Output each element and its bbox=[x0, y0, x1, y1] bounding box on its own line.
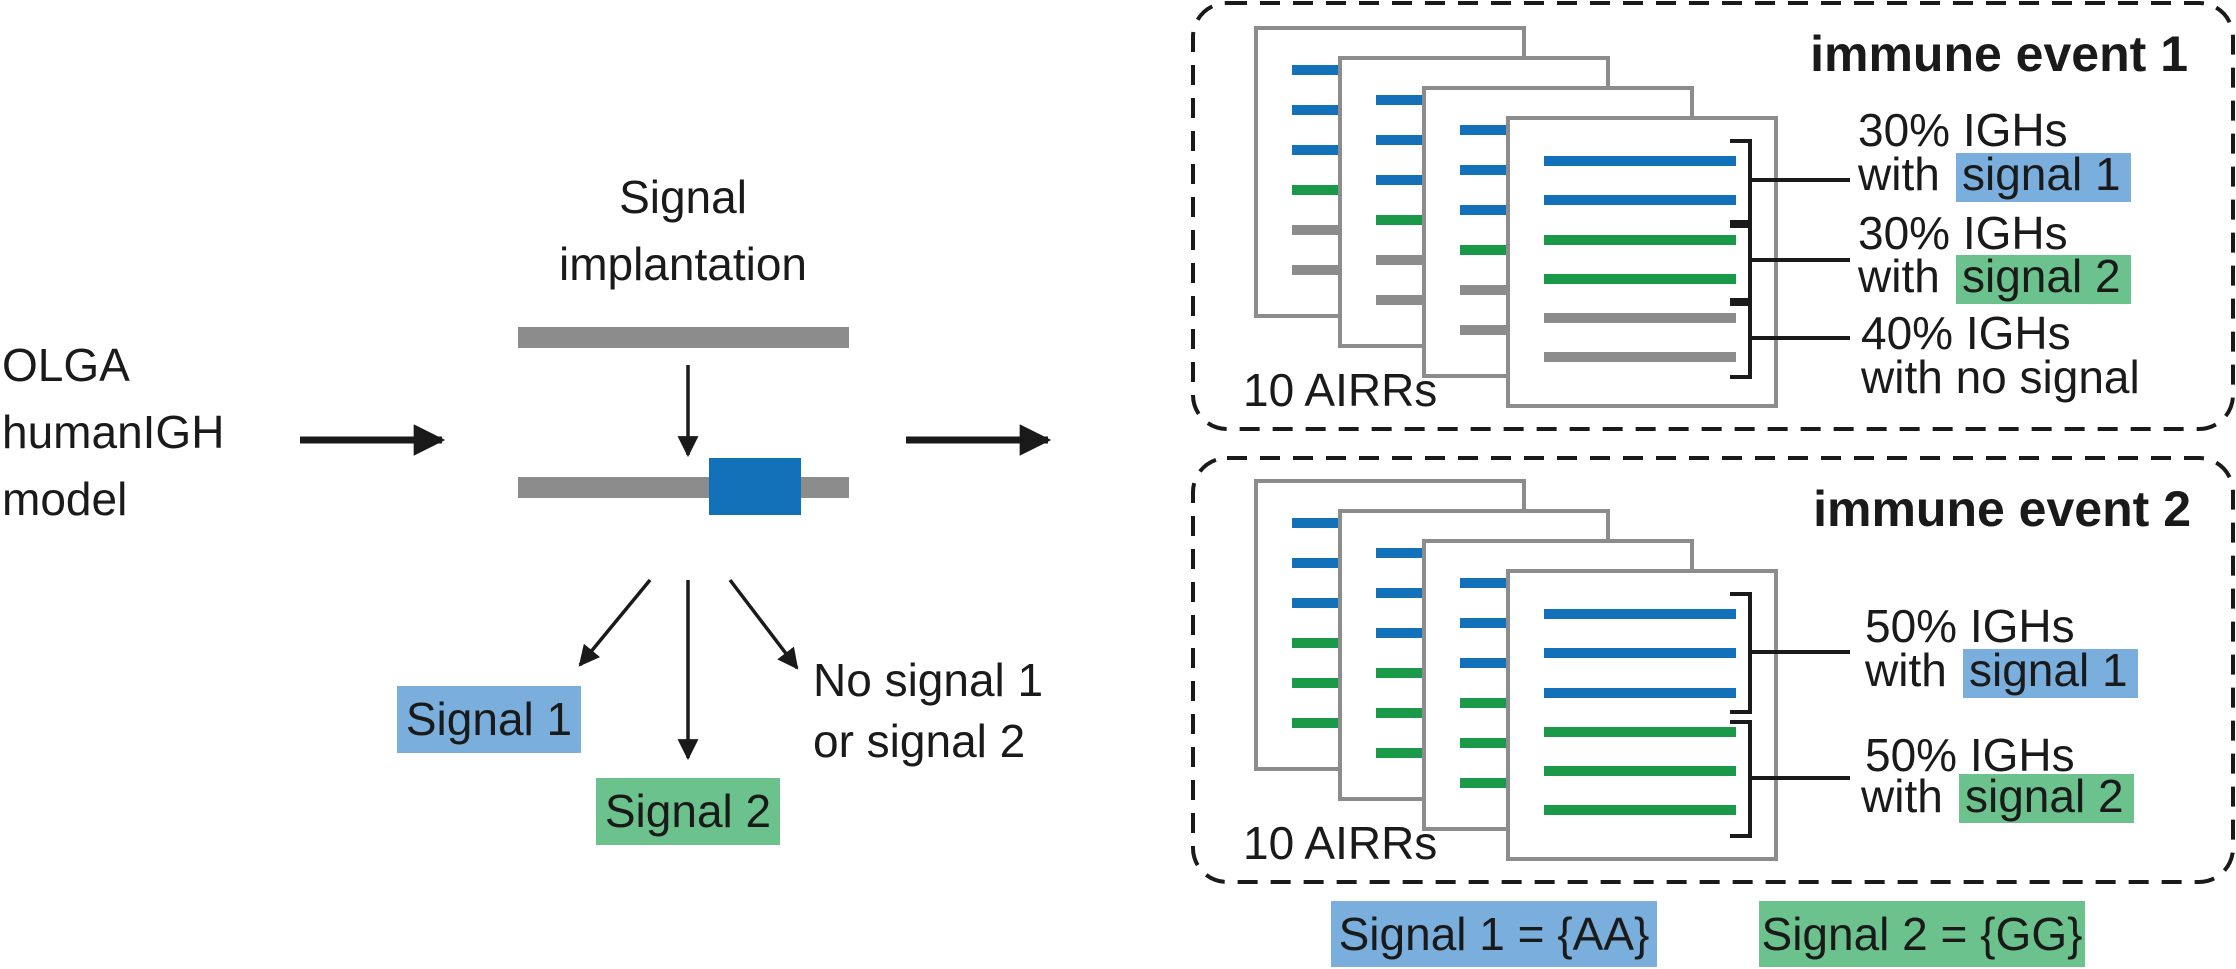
signal1-tag-label: signal 1 bbox=[1969, 644, 2128, 696]
repertoire-stack-1 bbox=[1254, 26, 1778, 408]
legend-signal2-box bbox=[1759, 901, 2085, 967]
sequence-bar bbox=[518, 327, 849, 348]
signal2-tag-label: signal 2 bbox=[1962, 250, 2121, 302]
signal2-outcome-label: Signal 2 bbox=[605, 785, 771, 837]
implantation-title-line1: Signal bbox=[619, 171, 747, 223]
model-line: model bbox=[2, 473, 127, 525]
repertoire-stack-2 bbox=[1254, 479, 1778, 861]
implanted-signal-block bbox=[709, 458, 801, 515]
implantation-title-line2: implantation bbox=[559, 238, 807, 290]
signal-legend: Signal 1 = {AA} Signal 2 = {GG} bbox=[1331, 901, 2085, 967]
humanigh-line: humanIGH bbox=[2, 406, 224, 458]
group-percent: 30% IGHs bbox=[1858, 207, 2068, 259]
immune-event-2-title: immune event 2 bbox=[1813, 481, 2191, 537]
group-with: with bbox=[1857, 250, 1940, 302]
group-percent: 30% IGHs bbox=[1858, 104, 2068, 156]
group-label-signal1: 50% IGHs with signal 1 bbox=[1864, 600, 2138, 698]
immune-event-2-frame bbox=[1191, 456, 2235, 884]
group-percent: 50% IGHs bbox=[1865, 729, 2075, 781]
signal1-tag-label: signal 1 bbox=[1962, 148, 2121, 200]
split-arrow-left bbox=[578, 578, 652, 667]
group-percent: 50% IGHs bbox=[1865, 600, 2075, 652]
immune-event-2: immune event 2 bbox=[1191, 456, 2235, 884]
group-bracket-signal1 bbox=[1730, 139, 1850, 224]
split-arrow-right bbox=[728, 578, 799, 670]
signal2-outcome-box bbox=[596, 778, 780, 845]
group-percent: 40% IGHs bbox=[1861, 307, 2071, 359]
group-bracket-signal2 bbox=[1730, 720, 1850, 838]
group-label-signal2: 30% IGHs with signal 2 bbox=[1857, 207, 2131, 304]
group-bracket-signal2 bbox=[1730, 224, 1850, 302]
signal1-tag bbox=[1963, 649, 2138, 698]
no-signal-outcome-line2: or signal 2 bbox=[813, 715, 1025, 767]
no-signal-outcome-line1: No signal 1 bbox=[813, 654, 1043, 706]
signal2-tag-label: signal 2 bbox=[1965, 770, 2124, 822]
group-no-signal: with no signal bbox=[1860, 351, 2140, 403]
group-bracket-nosignal bbox=[1730, 302, 1850, 379]
signal1-tag bbox=[1956, 153, 2131, 202]
group-with: with bbox=[1860, 770, 1943, 822]
repertoire-card-front bbox=[1506, 116, 1778, 408]
signal1-outcome-box bbox=[397, 686, 581, 753]
immune-event-1-frame bbox=[1191, 1, 2235, 431]
signal2-tag bbox=[1959, 774, 2134, 823]
group-label-nosignal: 40% IGHs with no signal bbox=[1860, 307, 2140, 403]
olga-model-label: OLGA humanIGH model bbox=[2, 339, 224, 525]
airr-count-label: 10 AIRRs bbox=[1243, 817, 1437, 869]
group-label-signal2: 50% IGHs with signal 2 bbox=[1860, 729, 2134, 823]
olga-line: OLGA bbox=[2, 339, 130, 391]
group-label-signal1: 30% IGHs with signal 1 bbox=[1857, 104, 2131, 202]
signal2-tag bbox=[1956, 255, 2131, 304]
group-bracket-signal1 bbox=[1730, 592, 1850, 714]
group-with: with bbox=[1857, 148, 1940, 200]
signal1-outcome-label: Signal 1 bbox=[406, 693, 572, 745]
repertoire-card-front bbox=[1506, 569, 1778, 861]
legend-signal1-label: Signal 1 = {AA} bbox=[1339, 908, 1650, 960]
immune-event-1-title: immune event 1 bbox=[1810, 26, 2188, 82]
group-with: with bbox=[1864, 644, 1947, 696]
legend-signal1-box bbox=[1331, 901, 1657, 967]
immune-event-1: immune event 1 bbox=[1191, 1, 2235, 431]
signal-implantation-block: Signal implantation Signal 1 Signal 2 No… bbox=[397, 171, 1043, 845]
legend-signal2-label: Signal 2 = {GG} bbox=[1762, 908, 2083, 960]
airr-count-label: 10 AIRRs bbox=[1243, 364, 1437, 416]
